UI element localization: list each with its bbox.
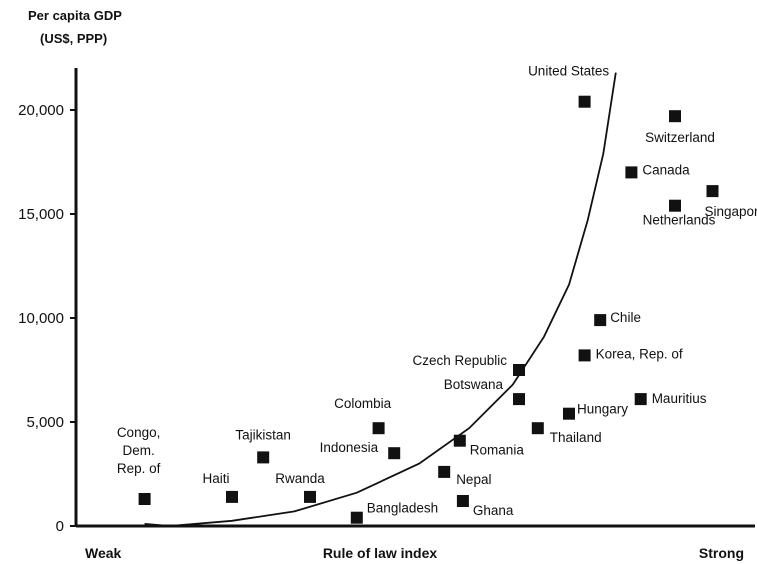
data-point-label: Congo, [117,425,161,440]
data-point-group: Congo, Dem. Rep. of Haiti Tajikistan Rwanda Co… [117,64,757,524]
data-point-label: Nepal [456,472,491,487]
data-point-marker [138,493,151,505]
data-point-label: Canada [642,162,690,177]
data-point-label: Korea, Rep. of [596,346,683,361]
data-point-marker [625,166,638,179]
y-tick-label: 20,000 [18,102,64,119]
data-point-label: Haiti [202,471,229,486]
data-point-marker [634,393,647,406]
data-point-label: Netherlands [643,213,716,228]
data-point-marker [226,490,238,503]
data-point-label: Tajikistan [235,427,291,442]
data-point-label: Ghana [473,503,514,518]
data-point-marker [456,495,469,507]
data-point-label: Rep. of [117,461,161,476]
data-point-label: Czech Republic [412,353,507,368]
data-point-label: Indonesia [320,440,379,455]
y-tick-group: 0 5,000 10,000 15,000 20,000 [18,102,76,535]
data-point-label: Dem. [122,443,154,458]
x-label-weak: Weak [85,545,122,561]
data-point-label: Chile [610,310,641,325]
data-point-marker [388,447,401,460]
data-point-label: Thailand [550,430,602,445]
data-point-marker [669,199,681,212]
data-point-marker [578,95,591,108]
data-point-label: Hungary [577,402,628,417]
data-point-marker [257,451,270,464]
data-point-marker [563,407,575,420]
data-point-label: Switzerland [645,130,715,145]
y-axis-label-line-2: (US$, PPP) [40,31,107,46]
data-point-marker [669,110,681,123]
data-point-label: Singapore [705,204,757,219]
data-point-label: Rwanda [275,471,325,486]
data-point-label: Mauritius [652,391,707,406]
data-point-label: Colombia [334,396,392,411]
data-point-marker [453,434,466,447]
data-point-marker [513,364,525,376]
x-axis-label: Rule of law index [323,545,438,561]
data-point-marker [350,511,363,524]
data-point-label: United States [528,64,609,79]
y-tick-label: 15,000 [18,206,64,223]
data-point-marker [513,393,525,406]
trend-curve [144,72,617,527]
data-point-label: Botswana [444,377,504,392]
data-point-label: Bangladesh [367,501,438,516]
data-point-marker [531,422,544,435]
y-tick-label: 5,000 [26,414,64,431]
data-point-label: Romania [470,443,525,458]
data-point-marker [578,349,591,362]
x-label-strong: Strong [699,545,744,561]
y-axis-label-line-1: Per capita GDP [28,8,122,23]
data-point-marker [706,185,719,198]
data-point-marker [372,422,385,435]
y-tick-label: 0 [56,518,64,535]
data-point-marker [594,314,607,327]
data-point-marker [438,465,451,478]
data-point-marker [304,490,316,503]
y-tick-label: 10,000 [18,310,64,327]
